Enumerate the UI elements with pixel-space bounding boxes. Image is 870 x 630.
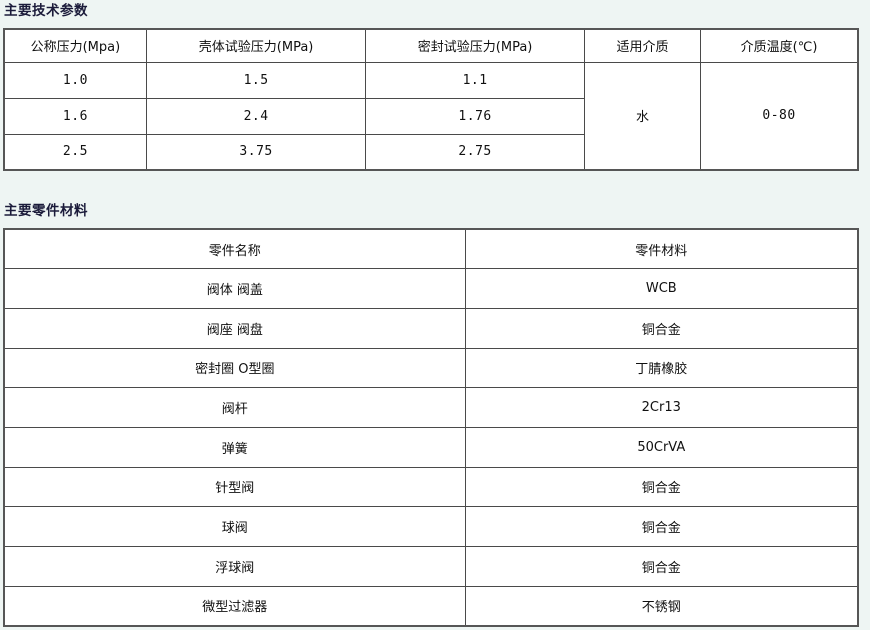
cell-part-name: 针型阀 <box>3 466 466 508</box>
table-row: 弹簧 50CrVA <box>3 426 859 468</box>
part-materials-table: 零件名称 零件材料 阀体 阀盖 WCB 阀座 阀盘 铜合金 密封圈 O型圈 丁腈… <box>3 228 859 627</box>
cell-part-material: 铜合金 <box>464 506 859 547</box>
cell-part-material: 丁腈橡胶 <box>464 347 859 389</box>
column-header-seal-test-pressure: 密封试验压力(MPa) <box>365 28 585 63</box>
table-row: 2.5 3.75 2.75 <box>3 133 858 171</box>
table-row: 密封圈 O型圈 丁腈橡胶 <box>3 347 859 389</box>
table-row: 微型过滤器 不锈钢 <box>3 585 859 627</box>
table-header-row: 零件名称 零件材料 <box>3 228 859 270</box>
table-row: 阀体 阀盖 WCB <box>3 268 859 309</box>
cell-nominal-pressure: 1.6 <box>3 97 147 135</box>
specs-section-title: 主要技术参数 <box>4 3 88 19</box>
cell-part-material: 不锈钢 <box>464 585 859 627</box>
cell-part-material: 2Cr13 <box>464 387 859 428</box>
column-header-medium: 适用介质 <box>583 28 702 63</box>
cell-part-name: 弹簧 <box>3 426 466 468</box>
materials-section-title: 主要零件材料 <box>4 203 88 219</box>
cell-nominal-pressure: 1.0 <box>3 61 147 99</box>
table-row: 阀杆 2Cr13 <box>3 387 859 428</box>
table-row: 阀座 阀盘 铜合金 <box>3 307 859 349</box>
table-header-row: 公称压力(Mpa) 壳体试验压力(MPa) 密封试验压力(MPa) 适用介质 介… <box>3 28 859 63</box>
table-row: 针型阀 铜合金 <box>3 466 859 508</box>
cell-shell-test-pressure: 1.5 <box>145 61 367 99</box>
cell-part-name: 阀座 阀盘 <box>3 307 466 349</box>
column-header-medium-temperature: 介质温度(℃) <box>700 28 859 63</box>
cell-shell-test-pressure: 2.4 <box>145 97 367 135</box>
cell-part-name: 阀杆 <box>3 387 466 428</box>
cell-nominal-pressure: 2.5 <box>3 133 147 171</box>
table-row: 1.0 1.5 1.1 水 0-80 <box>3 61 859 171</box>
cell-shell-test-pressure: 3.75 <box>145 133 367 171</box>
table-row: 球阀 铜合金 <box>3 506 859 547</box>
cell-seal-test-pressure: 2.75 <box>365 133 585 171</box>
cell-medium: 水 <box>583 61 702 171</box>
cell-seal-test-pressure: 1.76 <box>365 97 585 135</box>
cell-part-name: 密封圈 O型圈 <box>3 347 466 389</box>
cell-part-name: 阀体 阀盖 <box>3 268 466 309</box>
column-header-part-material: 零件材料 <box>464 228 859 270</box>
column-header-part-name: 零件名称 <box>3 228 466 270</box>
column-header-shell-test-pressure: 壳体试验压力(MPa) <box>145 28 367 63</box>
cell-part-material: 50CrVA <box>464 426 859 468</box>
cell-part-material: 铜合金 <box>464 307 859 349</box>
table-row: 浮球阀 铜合金 <box>3 546 859 587</box>
cell-part-name: 球阀 <box>3 506 466 547</box>
cell-part-material: 铜合金 <box>464 546 859 587</box>
column-header-nominal-pressure: 公称压力(Mpa) <box>3 28 147 63</box>
cell-medium-temperature: 0-80 <box>700 61 859 171</box>
cell-part-material: WCB <box>464 268 859 309</box>
table-row: 1.6 2.4 1.76 <box>3 97 858 135</box>
cell-part-name: 微型过滤器 <box>3 585 466 627</box>
cell-part-material: 铜合金 <box>464 466 859 508</box>
cell-part-name: 浮球阀 <box>3 546 466 587</box>
technical-parameters-table: 公称压力(Mpa) 壳体试验压力(MPa) 密封试验压力(MPa) 适用介质 介… <box>3 28 859 171</box>
cell-seal-test-pressure: 1.1 <box>365 61 585 99</box>
